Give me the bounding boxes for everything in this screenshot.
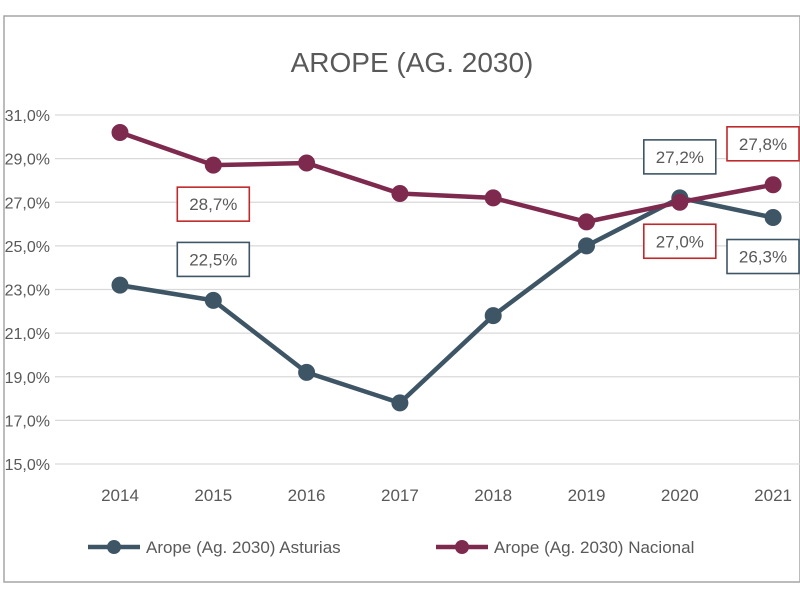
y-tick-label: 31,0%	[5, 108, 50, 125]
data-label: 28,7%	[176, 186, 251, 222]
data-label: 26,3%	[726, 238, 800, 275]
y-tick-label: 25,0%	[5, 239, 50, 256]
data-label-text: 27,0%	[656, 232, 704, 251]
x-tick-label: 2016	[288, 486, 326, 505]
data-label: 22,5%	[176, 241, 251, 278]
data-label-text: 28,7%	[189, 195, 237, 214]
data-point	[391, 394, 409, 412]
data-point	[204, 291, 222, 309]
data-point	[391, 185, 409, 203]
data-label-box	[176, 186, 251, 222]
y-tick-label: 17,0%	[5, 413, 50, 430]
data-label: 27,0%	[642, 223, 717, 260]
data-point	[484, 307, 502, 325]
data-label: 27,2%	[642, 139, 717, 175]
legend: Arope (Ag. 2030) Asturias Arope (Ag. 2030…	[88, 538, 694, 557]
data-point	[298, 363, 316, 381]
x-tick-label: 2017	[381, 486, 419, 505]
data-label-box	[726, 238, 800, 275]
data-point	[578, 213, 595, 231]
series-layer	[111, 123, 782, 412]
data-label-box	[726, 126, 800, 162]
data-point	[578, 237, 595, 255]
data-point	[111, 276, 129, 294]
data-point	[204, 156, 222, 174]
y-tick-label: 21,0%	[5, 326, 50, 343]
legend-label: Arope (Ag. 2030) Nacional	[494, 538, 694, 557]
data-label-text: 27,8%	[739, 135, 787, 154]
legend-entry: Arope (Ag. 2030) Nacional	[436, 538, 694, 557]
data-label-text: 26,3%	[739, 248, 787, 267]
y-tick-label: 15,0%	[5, 457, 50, 474]
series-nacional	[111, 123, 782, 231]
data-point	[484, 189, 502, 207]
x-axis-ticks: 2014 2015 2016 2017 2018 2019 2020 2021	[101, 486, 792, 505]
data-label-box	[642, 223, 717, 260]
data-label-box	[176, 241, 251, 278]
legend-entry: Arope (Ag. 2030) Asturias	[88, 538, 341, 557]
x-tick-label: 2019	[568, 486, 606, 505]
data-labels: 22,5% 27,2% 26,3% 28,7% 27,0% 27,8%	[176, 126, 800, 278]
data-label-text: 22,5%	[189, 250, 237, 269]
data-point	[764, 176, 782, 194]
x-tick-label: 2018	[474, 486, 512, 505]
x-tick-label: 2015	[194, 486, 232, 505]
x-tick-label: 2014	[101, 486, 139, 505]
y-tick-label: 23,0%	[5, 283, 50, 300]
legend-swatch-marker	[107, 540, 121, 554]
data-point	[298, 154, 316, 172]
x-tick-label: 2020	[661, 486, 699, 505]
data-point	[111, 123, 129, 141]
y-tick-label: 29,0%	[5, 152, 50, 169]
data-point	[671, 193, 689, 211]
y-tick-label: 19,0%	[5, 370, 50, 387]
data-label-box	[642, 139, 717, 175]
chart-title: AROPE (AG. 2030)	[291, 47, 534, 78]
data-label-text: 27,2%	[656, 148, 704, 167]
y-axis-ticks: 15,0% 17,0% 19,0% 21,0% 23,0% 25,0% 27,0% 29,0%…	[5, 108, 50, 474]
data-label: 27,8%	[726, 126, 800, 162]
x-tick-label: 2021	[754, 486, 792, 505]
legend-label: Arope (Ag. 2030) Asturias	[146, 538, 341, 557]
legend-swatch-marker	[455, 540, 469, 554]
y-tick-label: 27,0%	[5, 195, 50, 212]
series-line	[119, 130, 774, 225]
data-point	[764, 209, 782, 227]
